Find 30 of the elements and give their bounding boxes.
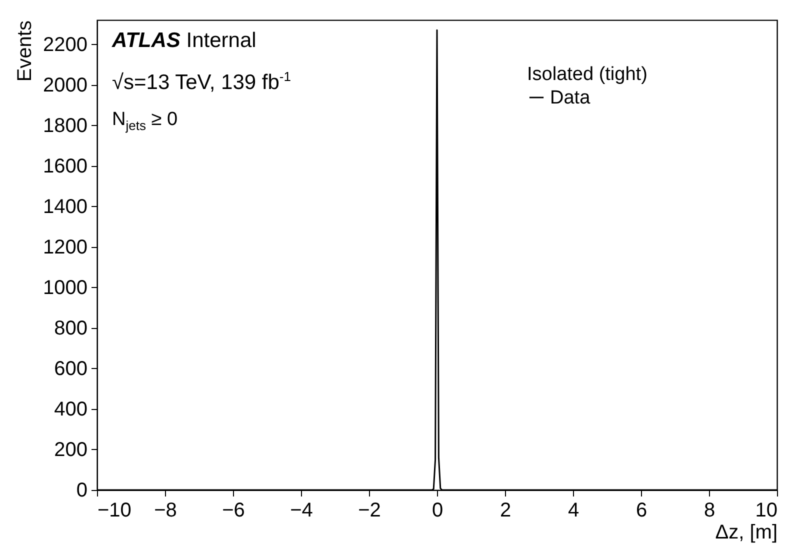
x-axis-title: Δz, [m] <box>715 522 778 544</box>
y-tick-label: 1400 <box>43 196 88 218</box>
y-tick-label: 1200 <box>43 236 88 258</box>
y-tick-label: 1600 <box>43 155 88 178</box>
y-tick-label: 400 <box>54 398 88 420</box>
x-tick-label: 0 <box>432 500 444 522</box>
x-tick-label: −2 <box>358 500 381 522</box>
annotation: √s=13 TeV, 139 fb$^{-1}$ <box>112 69 291 94</box>
y-axis-title: Events <box>14 20 36 82</box>
annotation: N$_{jets}$ ≥ 0 <box>112 109 178 133</box>
y-tick-label: 600 <box>54 358 88 380</box>
x-tick-label: 10 <box>755 500 778 522</box>
y-tick-label: 2200 <box>43 34 88 56</box>
x-tick-label: −10 <box>98 500 132 522</box>
x-tick-label: 6 <box>636 500 648 522</box>
x-tick-label: 2 <box>500 500 512 522</box>
x-tick-label: −4 <box>290 500 313 522</box>
y-tick-label: 1800 <box>43 114 88 137</box>
x-tick-label: 4 <box>568 500 580 522</box>
y-tick-label: 1000 <box>43 276 88 299</box>
x-tick-label: −6 <box>222 500 245 522</box>
y-tick-label: 800 <box>54 317 88 340</box>
x-tick-label: −8 <box>154 500 177 522</box>
y-tick-label: 2000 <box>43 74 88 96</box>
y-tick-label: 0 <box>76 480 88 502</box>
x-tick-label: 8 <box>704 500 716 522</box>
y-tick-label: 200 <box>54 438 88 461</box>
legend-title: Isolated (tight) <box>527 64 648 85</box>
legend-label: Data <box>550 88 591 108</box>
annotation: ATLAS Internal <box>112 29 256 52</box>
